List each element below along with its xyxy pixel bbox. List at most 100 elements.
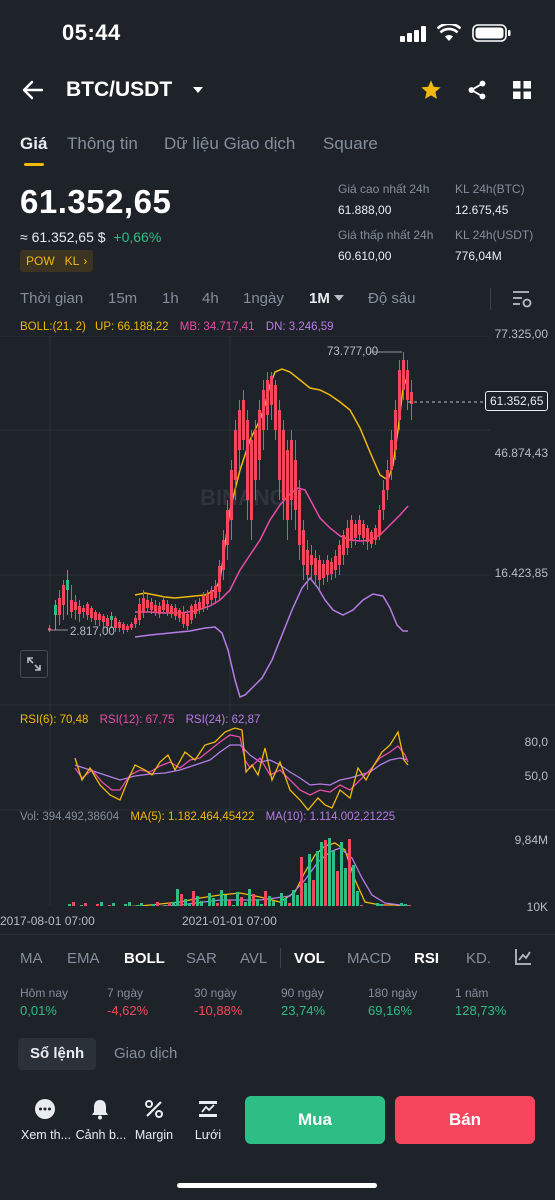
candle-body — [314, 558, 317, 575]
candle-body — [94, 612, 97, 620]
grid-icon[interactable] — [512, 80, 532, 100]
candle-body — [258, 410, 261, 460]
volume-bar — [336, 871, 339, 906]
candle-body — [222, 540, 225, 570]
ind-tab-vol[interactable]: VOL — [294, 950, 325, 967]
grid-bot-icon[interactable] — [197, 1098, 219, 1120]
current-price-tag[interactable]: 61.352,65 — [485, 391, 549, 411]
tag-pow[interactable]: POW — [26, 254, 55, 268]
perf-value-1y: 128,73% — [455, 1003, 507, 1018]
bottom-grid-label[interactable]: Lưới — [194, 1128, 222, 1142]
candle-body — [146, 600, 149, 608]
vol-usdt-label: KL 24h(USDT) — [455, 228, 534, 242]
candle-body — [198, 602, 201, 610]
tab-square[interactable]: Square — [323, 134, 378, 153]
candle-body — [194, 604, 197, 614]
tab-trades[interactable]: Giao dịch — [114, 1045, 178, 1062]
volume-bar — [212, 898, 215, 906]
volume-bar — [332, 851, 335, 906]
tf-depth[interactable]: Độ sâu — [368, 290, 416, 307]
candle-body — [90, 608, 93, 618]
tf-time[interactable]: Thời gian — [20, 290, 84, 307]
ind-tab-kd[interactable]: KD. — [466, 950, 492, 967]
bell-icon[interactable] — [89, 1098, 111, 1120]
volume-bar — [128, 902, 131, 906]
tf-caret-icon[interactable] — [334, 295, 344, 302]
ind-tab-rsi[interactable]: RSI — [414, 950, 440, 967]
pair-title[interactable]: BTC/USDT — [66, 78, 173, 101]
wifi-icon — [437, 24, 461, 41]
ind-tab-avl[interactable]: AVL — [240, 950, 268, 967]
ind-tab-boll[interactable]: BOLL — [124, 950, 165, 967]
candle-body — [322, 564, 325, 578]
buy-button[interactable]: Mua — [245, 1096, 385, 1144]
divider — [280, 948, 281, 968]
rsi-12: RSI(12): 67,75 — [99, 714, 175, 726]
candle-body — [54, 605, 57, 615]
fullscreen-button[interactable] — [20, 650, 48, 678]
boll-dn-line — [134, 576, 408, 699]
candle-body — [86, 604, 89, 615]
chart-settings-icon[interactable] — [512, 290, 532, 308]
candle-body — [310, 555, 313, 565]
caret-down-icon[interactable] — [192, 86, 204, 94]
tf-1month[interactable]: 1M — [309, 290, 330, 307]
bottom-alert-label[interactable]: Cảnh b... — [75, 1128, 127, 1142]
price-chart[interactable]: BINANCE — [0, 336, 555, 906]
bottom-margin-label[interactable]: Margin — [134, 1128, 174, 1142]
tag-kl[interactable]: KL — [64, 254, 80, 268]
candle-body — [154, 605, 157, 612]
candle-body — [142, 598, 145, 612]
volume-bar — [292, 890, 295, 906]
candle-body — [118, 622, 121, 628]
ind-tab-ema[interactable]: EMA — [67, 950, 100, 967]
candle-body — [282, 430, 285, 500]
volume-bar — [340, 842, 343, 906]
ind-tab-sar[interactable]: SAR — [186, 950, 217, 967]
ind-tab-ma[interactable]: MA — [20, 950, 43, 967]
candle-body — [362, 524, 365, 538]
tab-info[interactable]: Thông tin — [67, 134, 138, 153]
perf-value-today: 0,01% — [20, 1003, 57, 1018]
candle-body — [162, 600, 165, 610]
last-price: 61.352,65 — [20, 183, 172, 220]
rsi-6: RSI(6): 70,48 — [20, 714, 89, 726]
candle-body — [342, 535, 345, 555]
tag-box[interactable]: POW KL › — [20, 250, 94, 272]
candle-body — [374, 528, 377, 540]
volume-bar — [100, 902, 103, 906]
tf-1h[interactable]: 1h — [162, 290, 179, 307]
tab-order-book[interactable]: Sổ lệnh — [18, 1038, 97, 1070]
bottom-more-label[interactable]: Xem th... — [20, 1128, 72, 1142]
candle-body — [338, 545, 341, 565]
tab-price[interactable]: Giá — [20, 134, 48, 153]
star-icon[interactable] — [420, 79, 442, 101]
candle-body — [150, 602, 153, 610]
candle-body — [262, 390, 265, 430]
candle-body — [326, 560, 329, 575]
volume-bar — [328, 838, 331, 906]
volume-bar — [180, 894, 183, 906]
candle-body — [230, 470, 233, 520]
back-arrow-icon[interactable] — [22, 80, 44, 100]
volume-bar — [376, 903, 379, 906]
indicator-settings-icon[interactable] — [514, 948, 532, 966]
margin-icon[interactable] — [143, 1098, 165, 1120]
candle-body — [110, 616, 113, 620]
candle-body — [366, 528, 369, 542]
candle-body — [214, 586, 217, 598]
volume-bar — [200, 901, 203, 906]
sell-button[interactable]: Bán — [395, 1096, 535, 1144]
tab-trading-data[interactable]: Dữ liệu Giao dịch — [164, 134, 296, 153]
vol-axis-bottom: 10K — [526, 900, 548, 914]
share-icon[interactable] — [466, 79, 488, 101]
ind-tab-macd[interactable]: MACD — [347, 950, 392, 967]
perf-label-1y: 1 năm — [455, 986, 489, 1000]
tf-1day[interactable]: 1ngày — [243, 290, 284, 307]
volume-bar — [316, 851, 319, 906]
more-icon[interactable] — [34, 1098, 56, 1120]
candle-body — [138, 604, 141, 620]
tf-4h[interactable]: 4h — [202, 290, 219, 307]
tf-15m[interactable]: 15m — [108, 290, 138, 307]
high-value: 61.888,00 — [338, 203, 392, 217]
